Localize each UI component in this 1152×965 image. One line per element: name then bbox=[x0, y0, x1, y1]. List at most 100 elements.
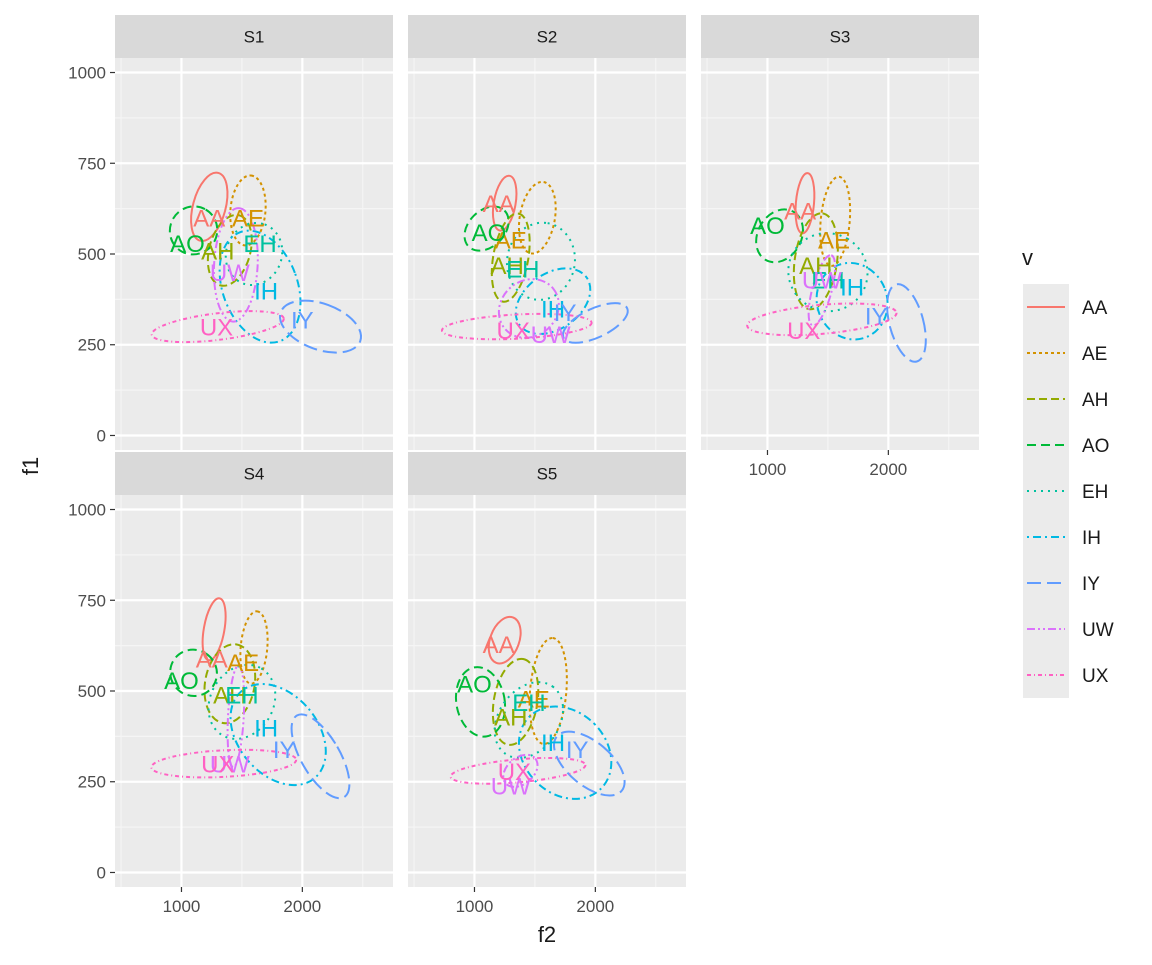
ellipse-ah bbox=[490, 212, 531, 303]
ellipse-ao bbox=[755, 208, 804, 264]
legend-label-aa: AA bbox=[1082, 298, 1108, 319]
legend-label-ah: AH bbox=[1082, 390, 1108, 411]
facet-strip bbox=[408, 15, 686, 58]
centroid-label-uw: UW bbox=[210, 260, 250, 287]
centroid-label-iy: IY bbox=[566, 737, 589, 764]
y-tick-label: 750 bbox=[78, 591, 106, 610]
legend-label-iy: IY bbox=[1082, 574, 1100, 595]
centroid-label-ah: AH bbox=[213, 683, 246, 710]
y-tick-label: 500 bbox=[78, 245, 106, 264]
ellipse-iy bbox=[553, 730, 626, 797]
x-tick-label: 2000 bbox=[283, 897, 321, 916]
ellipse-aa bbox=[201, 597, 227, 662]
ellipse-ao bbox=[169, 648, 218, 698]
centroid-label-ae: AE bbox=[232, 206, 264, 233]
centroid-label-ux: UX bbox=[787, 318, 820, 345]
legend-label-uw: UW bbox=[1082, 620, 1114, 641]
ellipse-ao bbox=[168, 205, 219, 256]
legend-title: v bbox=[1022, 245, 1033, 270]
ellipse-ae bbox=[229, 174, 267, 247]
centroid-label-aa: AA bbox=[483, 632, 515, 659]
ellipse-iy bbox=[290, 713, 351, 800]
legend-label-ux: UX bbox=[1082, 666, 1109, 687]
ellipse-aa bbox=[190, 171, 229, 242]
ellipse-uw bbox=[807, 254, 837, 327]
facet-strip-label: S3 bbox=[830, 28, 851, 47]
ellipse-ux bbox=[150, 310, 285, 344]
centroid-label-ae: AE bbox=[818, 227, 850, 254]
centroid-label-ae: AE bbox=[495, 227, 527, 254]
x-tick-label: 2000 bbox=[576, 897, 614, 916]
ellipse-ao bbox=[454, 666, 507, 738]
legend-label-eh: EH bbox=[1082, 482, 1108, 503]
facet-strip bbox=[408, 452, 686, 495]
facet-strip-label: S4 bbox=[244, 465, 265, 484]
ellipse-eh bbox=[787, 232, 869, 313]
centroid-label-uw: UW bbox=[491, 773, 531, 800]
ellipse-uw bbox=[212, 207, 259, 323]
ellipse-ih bbox=[218, 229, 302, 344]
ellipse-eh bbox=[207, 663, 277, 740]
centroid-label-ux: UX bbox=[200, 315, 233, 342]
centroid-label-ah: AH bbox=[494, 704, 527, 731]
ellipse-ux bbox=[449, 756, 587, 785]
centroid-label-eh: EH bbox=[506, 257, 539, 284]
y-tick-label: 1000 bbox=[68, 64, 106, 83]
ellipse-ux bbox=[440, 312, 593, 341]
ellipse-ah bbox=[206, 213, 253, 287]
centroid-label-eh: EH bbox=[512, 690, 545, 717]
centroid-label-uw: UW bbox=[802, 267, 842, 294]
centroid-label-ih: IH bbox=[541, 296, 565, 323]
centroid-label-ah: AH bbox=[201, 238, 234, 265]
ellipse-eh bbox=[505, 221, 576, 301]
centroid-label-uw: UW bbox=[210, 752, 250, 779]
facet-strip bbox=[115, 452, 393, 495]
legend-label-ae: AE bbox=[1082, 344, 1107, 365]
x-axis-title: f2 bbox=[538, 922, 556, 947]
legend-label-ih: IH bbox=[1082, 528, 1101, 549]
ellipse-ae bbox=[517, 180, 557, 255]
ellipse-aa bbox=[491, 174, 518, 232]
ellipse-ih bbox=[514, 267, 592, 335]
centroid-label-eh: EH bbox=[225, 683, 258, 710]
centroid-label-ao: AO bbox=[164, 668, 199, 695]
legend: v AA AE AH AO EH IH IY UW UX bbox=[1022, 245, 1114, 698]
centroid-label-ih: IH bbox=[254, 278, 278, 305]
x-tick-label: 1000 bbox=[749, 460, 787, 479]
ellipse-iy bbox=[561, 302, 629, 344]
y-tick-label: 500 bbox=[78, 682, 106, 701]
centroid-label-ao: AO bbox=[170, 231, 205, 258]
centroid-label-ao: AO bbox=[457, 672, 492, 699]
centroid-label-iy: IY bbox=[291, 307, 314, 334]
centroid-label-ao: AO bbox=[750, 213, 785, 240]
x-tick-label: 1000 bbox=[456, 897, 494, 916]
centroid-label-aa: AA bbox=[196, 646, 228, 673]
legend-key-background bbox=[1023, 468, 1069, 514]
centroid-label-ah: AH bbox=[490, 253, 523, 280]
ellipse-ux bbox=[746, 302, 898, 337]
facet-strip bbox=[701, 15, 979, 58]
facet-strip bbox=[115, 15, 393, 58]
facet-strip-label: S1 bbox=[244, 28, 265, 47]
x-tick-label: 2000 bbox=[869, 460, 907, 479]
ellipse-ah bbox=[491, 657, 540, 746]
centroid-label-ih: IH bbox=[840, 275, 864, 302]
x-tick-label: 1000 bbox=[163, 897, 201, 916]
ellipse-eh bbox=[224, 221, 284, 287]
y-tick-label: 0 bbox=[97, 863, 106, 882]
ellipse-uw bbox=[497, 278, 560, 339]
ellipse-iy bbox=[278, 299, 362, 354]
centroid-label-iy: IY bbox=[554, 300, 577, 327]
centroid-label-eh: EH bbox=[243, 231, 276, 258]
centroid-label-ae: AE bbox=[518, 686, 550, 713]
facet-strip-label: S5 bbox=[537, 465, 558, 484]
ellipse-ae bbox=[528, 636, 568, 746]
